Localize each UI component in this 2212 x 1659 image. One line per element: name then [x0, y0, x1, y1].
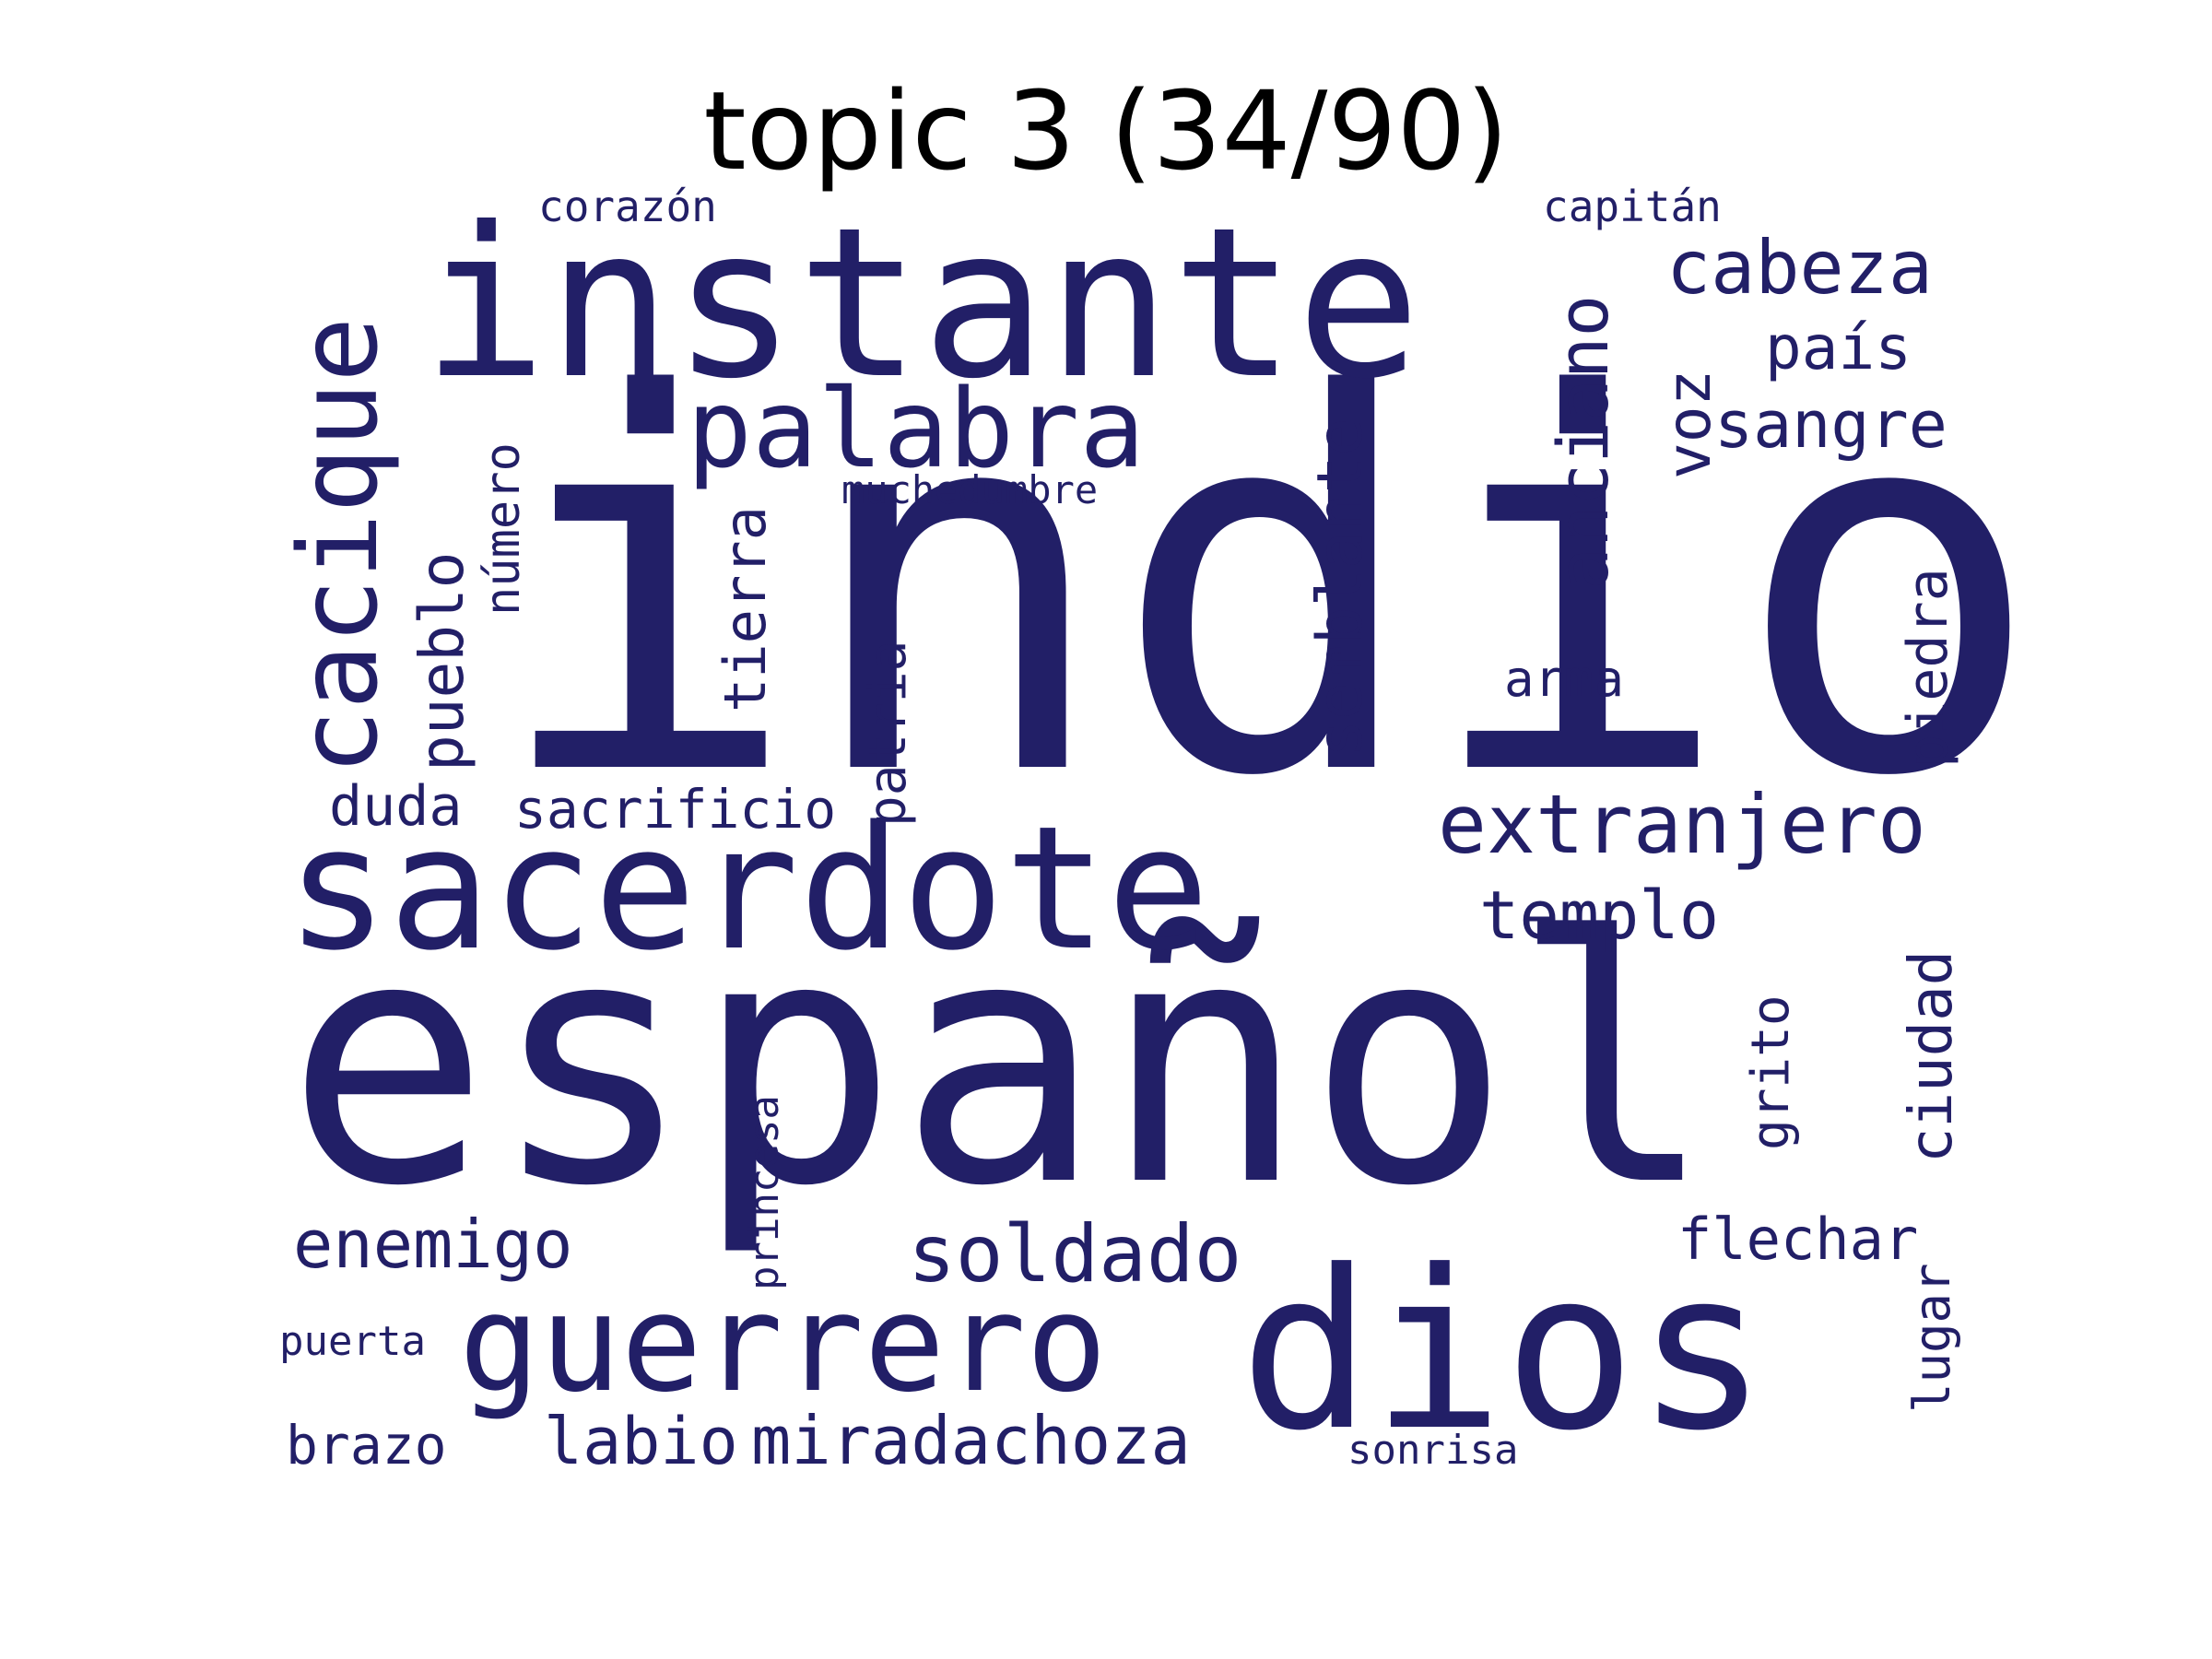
- word-instante: instante: [422, 183, 1421, 425]
- word-duda: duda: [329, 774, 463, 839]
- word-piedra: piedra: [1896, 568, 1960, 768]
- word-sonrisa: sonrisa: [1347, 1427, 1518, 1474]
- word-miradachoza: miradachoza: [751, 1402, 1191, 1479]
- word-soldado: soldado: [908, 1208, 1241, 1300]
- word-guerrero: guerrero: [459, 1265, 1107, 1422]
- word-ciudad: ciudad: [1898, 950, 1966, 1163]
- word-dios: dios: [1240, 1224, 1768, 1479]
- word-capitán: capitán: [1543, 182, 1722, 231]
- word-voz: voz: [1653, 370, 1724, 479]
- word-sacerdote: sacerdote: [286, 789, 1209, 988]
- word-extranjero: extranjero: [1438, 777, 1926, 872]
- word-cacique: cacique: [275, 317, 402, 775]
- word-enemigo: enemigo: [293, 1206, 572, 1283]
- word-labio: labio: [544, 1404, 738, 1479]
- word-flechar: flechar: [1677, 1206, 1918, 1273]
- word-arma: arma: [1504, 650, 1624, 708]
- word-sangre: sangre: [1714, 387, 1947, 463]
- word-tierra: tierra: [712, 506, 779, 712]
- word-país: país: [1765, 312, 1912, 383]
- word-español: español: [286, 865, 1715, 1260]
- word-muchedumbre: muchedumbre: [841, 467, 1098, 512]
- word-grito: grito: [1741, 994, 1801, 1150]
- word-cabeza: cabeza: [1666, 225, 1933, 311]
- chart-title: topic 3 (34/90): [703, 67, 1509, 194]
- word-pueblo: pueblo: [406, 552, 477, 771]
- word-sacrificio: sacrificio: [514, 778, 836, 841]
- word-anciano: anciano: [1542, 295, 1624, 590]
- word-brazo: brazo: [286, 1414, 447, 1477]
- word-templo: templo: [1479, 877, 1719, 954]
- word-princesa: princesa: [741, 1095, 788, 1290]
- word-número: número: [476, 442, 531, 616]
- word-lugar: lugar: [1903, 1263, 1961, 1413]
- word-puerta: puerta: [279, 1318, 426, 1365]
- word-corazón: corazón: [538, 182, 717, 231]
- word-semblante: semblante: [1304, 418, 1377, 758]
- word-palabra: palabra: [687, 365, 1145, 492]
- word-patria: patria: [858, 641, 918, 827]
- word-indio: indio: [490, 288, 2044, 889]
